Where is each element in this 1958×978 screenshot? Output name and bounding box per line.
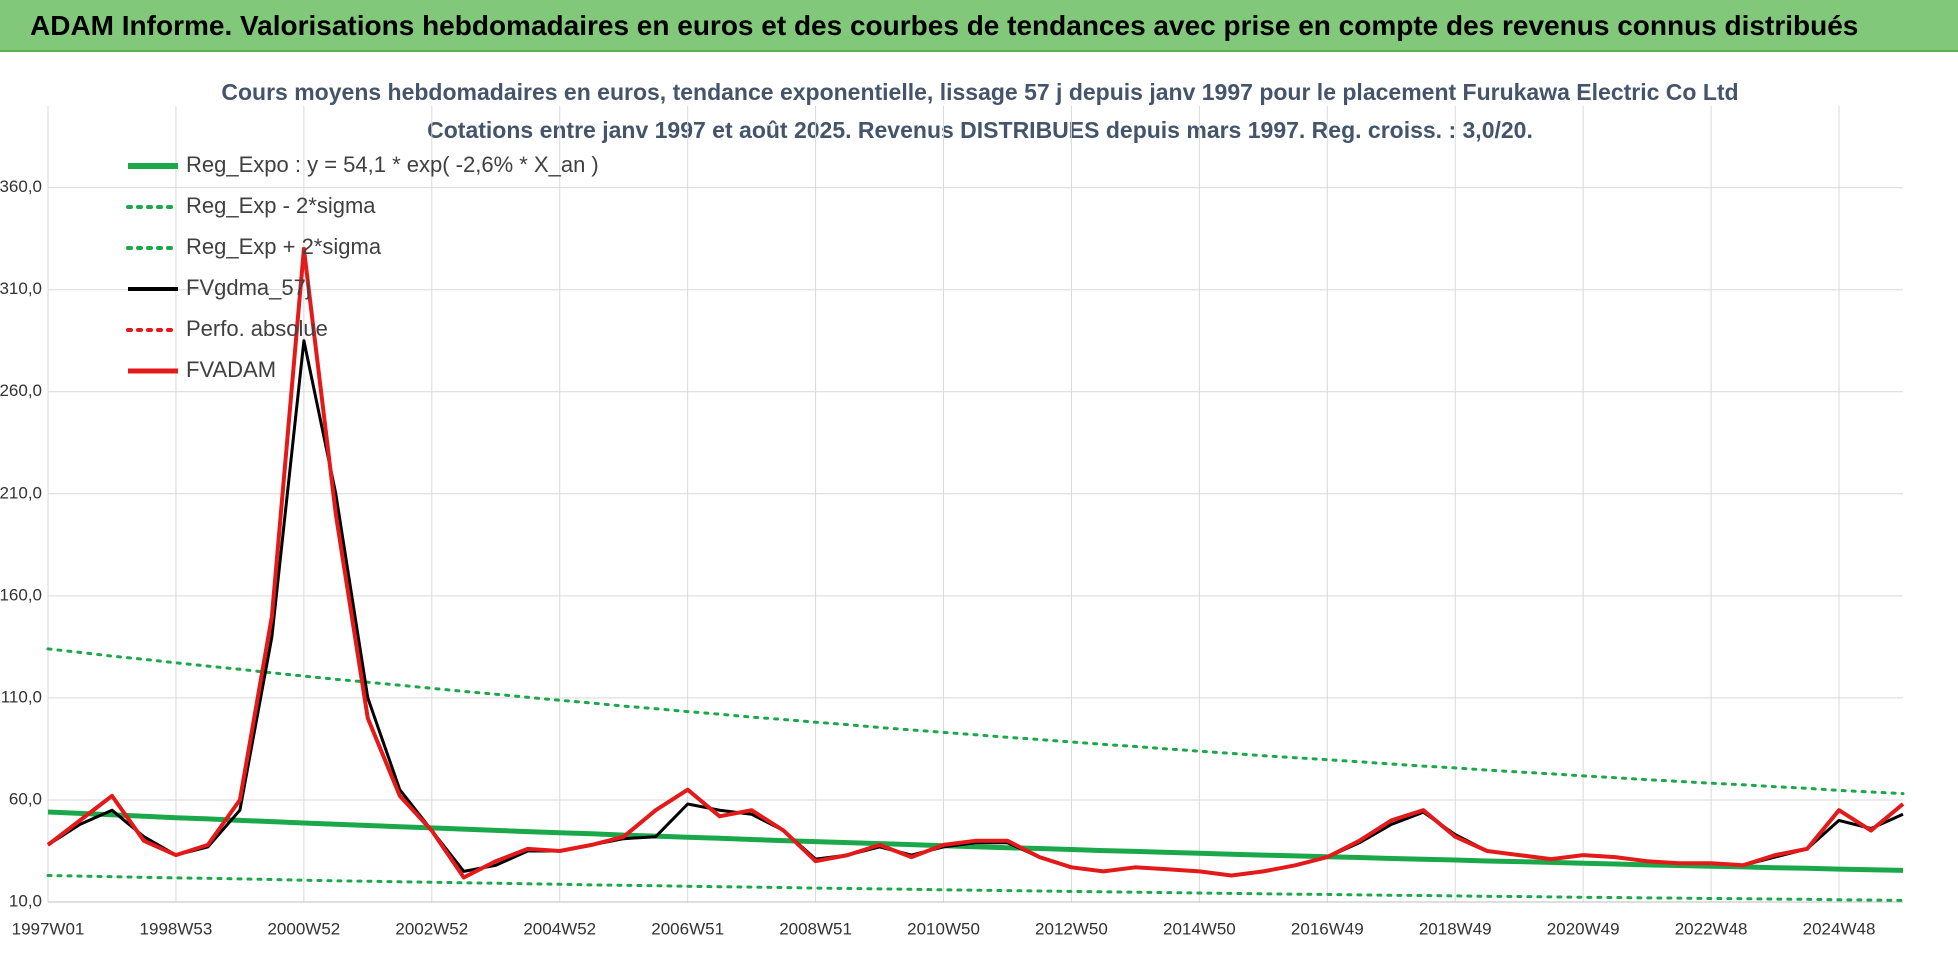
- y-tick-label: 110,0: [1, 687, 42, 706]
- x-tick-label: 2006W51: [651, 919, 724, 938]
- x-tick-label: 2014W50: [1163, 919, 1236, 938]
- x-tick-label: 2012W50: [1035, 919, 1108, 938]
- series-line: [46, 246, 1905, 880]
- legend-label: Reg_Exp - 2*sigma: [186, 193, 376, 218]
- x-tick-label: 2020W49: [1547, 919, 1620, 938]
- chart-subtitle: Cotations entre janv 1997 et août 2025. …: [427, 117, 1533, 143]
- x-tick-label: 2008W51: [779, 919, 852, 938]
- series-line: [47, 809, 1904, 873]
- legend-label: FVgdma_57j: [186, 275, 311, 300]
- x-tick-label: 2004W52: [523, 919, 596, 938]
- series-line: [46, 874, 1905, 902]
- x-tick-label: 2002W52: [395, 919, 468, 938]
- x-tick-label: 2016W49: [1291, 919, 1364, 938]
- chart: Cours moyens hebdomadaires en euros, ten…: [0, 79, 1905, 938]
- legend-label: FVADAM: [186, 357, 276, 382]
- x-tick-label: 2010W50: [907, 919, 980, 938]
- series-line: [46, 647, 1905, 796]
- x-tick-label: 1998W53: [140, 919, 213, 938]
- legend-label: Reg_Expo : y = 54,1 * exp( -2,6% * X_an …: [186, 152, 599, 177]
- y-tick-label: 10,0: [9, 891, 42, 910]
- y-tick-label: 210,0: [0, 483, 42, 502]
- legend-label: Reg_Exp + 2*sigma: [186, 234, 382, 259]
- y-tick-label: 360,0: [0, 177, 42, 196]
- y-tick-label: 260,0: [0, 381, 42, 400]
- x-tick-label: 2000W52: [267, 919, 340, 938]
- y-tick-label: 160,0: [0, 585, 42, 604]
- legend-label: Perfo. absolue: [186, 316, 328, 341]
- y-tick-label: 310,0: [0, 279, 42, 298]
- x-tick-label: 2018W49: [1419, 919, 1492, 938]
- x-tick-label: 2022W48: [1675, 919, 1748, 938]
- x-tick-label: 1997W01: [12, 919, 85, 938]
- header: ADAM Informe. Valorisations hebdomadaire…: [0, 0, 1958, 52]
- x-tick-label: 2024W48: [1803, 919, 1876, 938]
- chart-title: Cours moyens hebdomadaires en euros, ten…: [221, 79, 1738, 105]
- y-tick-label: 60,0: [9, 789, 42, 808]
